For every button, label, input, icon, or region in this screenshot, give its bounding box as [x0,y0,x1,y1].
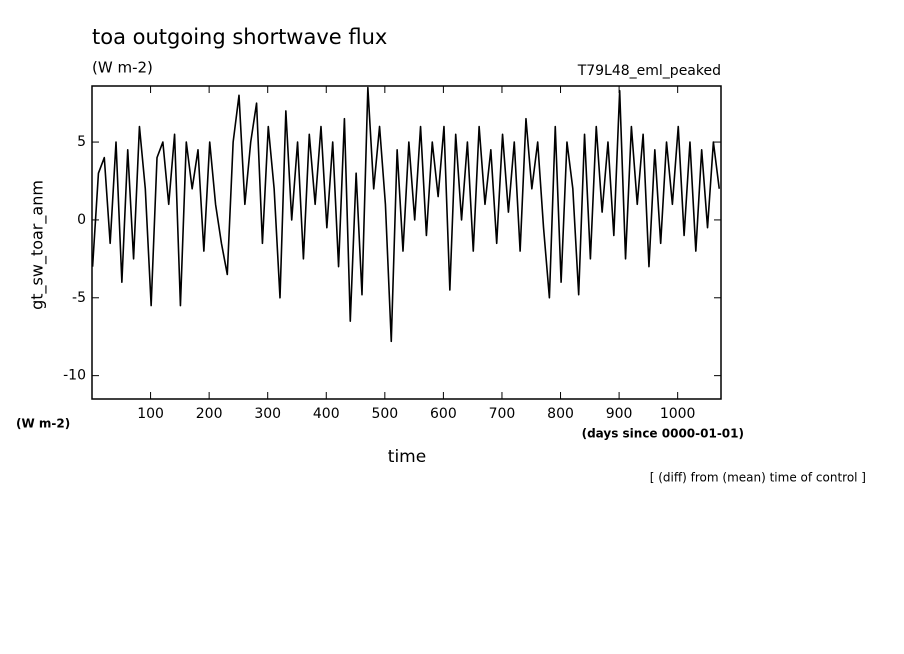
x-tick-label: 900 [606,406,633,422]
y-axis-label: gt_sw_toar_anm [28,180,48,310]
x-tick-label: 500 [371,406,398,422]
y-tick-label: 5 [77,134,86,150]
x-tick-label: 800 [547,406,574,422]
y-unit: (W m-2) [16,417,70,431]
x-tick-label: 300 [254,406,281,422]
x-tick-label: 700 [489,406,516,422]
y-tick-label: 0 [77,212,86,228]
run-label: T79L48_eml_peaked [577,63,721,79]
plot-frame [91,85,722,400]
x-tick-label: 600 [430,406,457,422]
x-axis-label: time [388,447,426,467]
x-tick-label: 1000 [660,406,696,422]
chart-title: toa outgoing shortwave flux [92,25,387,49]
x-unit: (days since 0000-01-01) [582,427,744,441]
note: [ (diff) from (mean) time of control ] [650,471,866,485]
x-tick-label: 400 [313,406,340,422]
x-tick-label: 100 [137,406,164,422]
x-tick-label: 200 [196,406,223,422]
y-tick-label: -5 [72,290,86,306]
y-tick-label: -10 [63,368,86,384]
data-line [92,86,721,343]
subtitle: (W m-2) [92,59,153,77]
